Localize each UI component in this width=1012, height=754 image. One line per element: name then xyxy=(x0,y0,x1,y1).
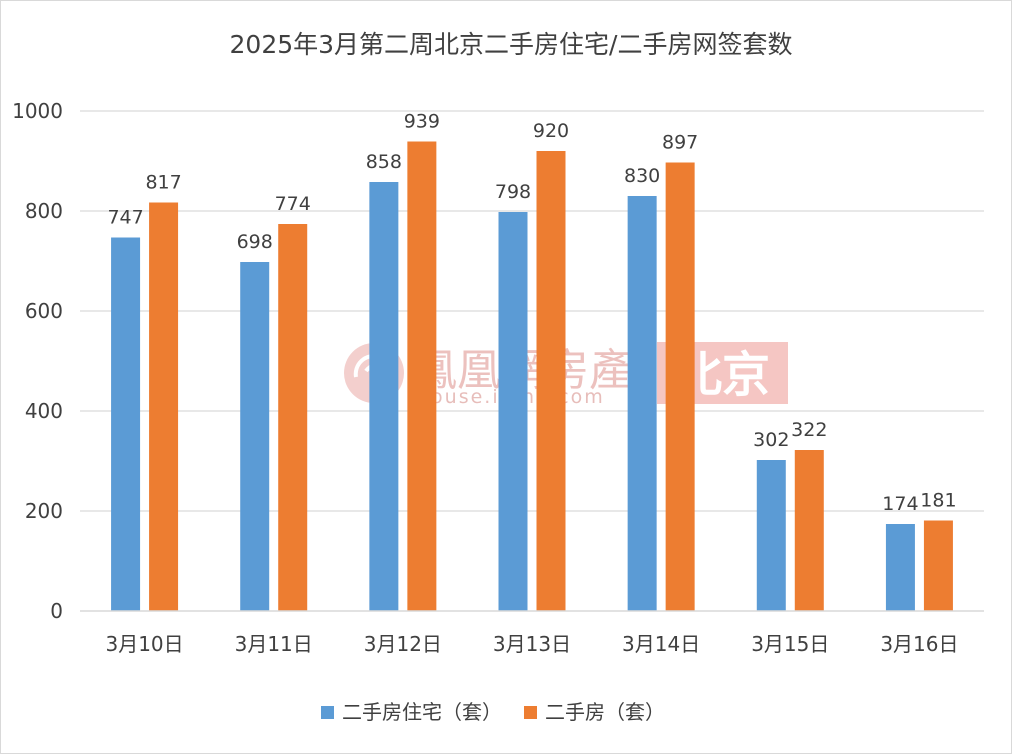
data-label: 181 xyxy=(920,490,956,512)
bar xyxy=(111,237,141,611)
bar xyxy=(885,524,915,611)
bar xyxy=(278,224,308,611)
x-tick-label: 3月11日 xyxy=(235,632,313,656)
bar xyxy=(149,202,179,611)
x-tick-label: 3月16日 xyxy=(880,632,958,656)
legend-label: 二手房住宅（套） xyxy=(342,700,502,724)
data-label: 174 xyxy=(882,493,918,515)
x-tick-label: 3月14日 xyxy=(622,632,700,656)
bar xyxy=(407,141,437,611)
legend-swatch xyxy=(524,706,537,719)
bar xyxy=(794,450,824,611)
bar xyxy=(240,262,270,611)
bar xyxy=(923,520,953,611)
data-label: 774 xyxy=(275,193,311,215)
bar xyxy=(756,460,786,611)
y-tick-label: 400 xyxy=(25,399,63,423)
data-label: 939 xyxy=(404,111,440,133)
data-label: 830 xyxy=(624,165,660,187)
data-label: 858 xyxy=(366,151,402,173)
legend-swatch xyxy=(321,706,334,719)
data-label: 302 xyxy=(753,429,789,451)
bar xyxy=(369,182,399,611)
legend-label: 二手房（套） xyxy=(545,700,665,724)
data-label: 698 xyxy=(237,231,273,253)
bar xyxy=(665,162,695,611)
y-tick-label: 800 xyxy=(25,199,63,223)
y-tick-label: 200 xyxy=(25,499,63,523)
y-tick-label: 600 xyxy=(25,299,63,323)
bar xyxy=(498,212,528,611)
bar xyxy=(627,196,657,611)
data-label: 817 xyxy=(145,172,181,194)
y-tick-label: 0 xyxy=(50,599,63,623)
data-label: 920 xyxy=(533,120,569,142)
data-label: 747 xyxy=(107,207,143,229)
y-tick-label: 1000 xyxy=(12,99,63,123)
data-label: 897 xyxy=(662,132,698,154)
x-tick-label: 3月15日 xyxy=(751,632,829,656)
gridlines xyxy=(80,110,984,512)
y-axis-ticks: 0 200 400 600 800 1000 xyxy=(12,99,63,623)
data-label: 798 xyxy=(495,181,531,203)
x-axis-ticks: 3月10日 3月11日 3月12日 3月13日 3月14日 3月15日 3月16日 xyxy=(105,632,958,656)
x-tick-label: 3月10日 xyxy=(105,632,183,656)
bars xyxy=(111,141,953,611)
x-tick-label: 3月12日 xyxy=(364,632,442,656)
bar xyxy=(536,151,566,611)
chart-title: 2025年3月第二周北京二手房住宅/二手房网签套数 xyxy=(230,30,793,59)
x-tick-label: 3月13日 xyxy=(493,632,571,656)
legend: 二手房住宅（套） 二手房（套） xyxy=(321,700,665,724)
data-label: 322 xyxy=(791,419,827,441)
